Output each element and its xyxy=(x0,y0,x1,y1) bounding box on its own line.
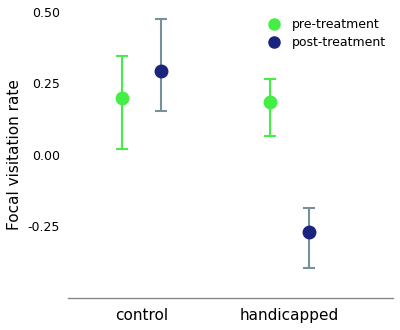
Legend: pre-treatment, post-treatment: pre-treatment, post-treatment xyxy=(256,13,390,54)
Y-axis label: Focal visitation rate: Focal visitation rate xyxy=(7,79,22,230)
